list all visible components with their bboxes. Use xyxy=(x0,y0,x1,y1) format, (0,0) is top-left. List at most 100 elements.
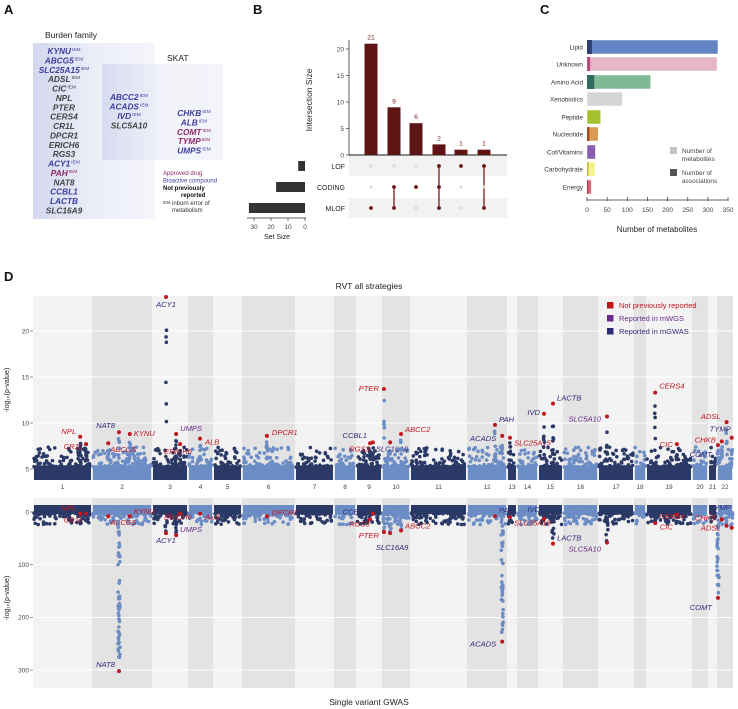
hit-label-umps: UMPS xyxy=(180,525,202,534)
gene-name: ERICH6 xyxy=(49,140,80,150)
snp-point xyxy=(688,521,693,526)
snp-point xyxy=(137,521,141,526)
snp-point xyxy=(198,448,202,453)
snp-point xyxy=(499,548,504,553)
snp-point xyxy=(132,456,137,461)
hit-label-npl: NPL xyxy=(61,427,76,436)
chromosome-label: 9 xyxy=(367,484,371,491)
snp-point xyxy=(50,458,55,463)
snp-point xyxy=(64,465,68,469)
snp-point xyxy=(235,521,239,525)
snp-point xyxy=(333,446,338,451)
snp-point xyxy=(235,450,239,455)
chromosome-band xyxy=(692,498,708,688)
gene-slc25a15: SLC25A15IEM xyxy=(39,65,90,75)
snp-point xyxy=(34,454,39,459)
category-label: Unknown xyxy=(556,61,583,68)
snp-point xyxy=(268,455,273,460)
snp-point xyxy=(399,459,403,464)
snp-point xyxy=(337,522,342,526)
snp-point xyxy=(419,521,424,526)
legend-label: Reported in mWGS xyxy=(619,314,684,323)
hit-point-slc25a15 xyxy=(508,435,512,440)
snp-point xyxy=(500,588,505,593)
snp-point xyxy=(169,516,174,520)
snp-point xyxy=(503,511,507,516)
intersection-value-label: 1 xyxy=(459,141,463,148)
matrix-dot-active xyxy=(369,206,373,210)
chromosome-label: 3 xyxy=(168,484,172,491)
snp-point xyxy=(501,540,505,545)
hit-label-umps: UMPS xyxy=(180,424,202,433)
hit-label-pah: PAH xyxy=(499,506,515,515)
snp-point xyxy=(41,452,46,456)
snp-point xyxy=(262,451,267,455)
set-size-tick-label: 20 xyxy=(267,224,275,231)
legend-label: Not previously reported xyxy=(619,301,697,310)
snp-point xyxy=(281,461,285,465)
snp-point xyxy=(518,516,522,521)
chromosome-band xyxy=(334,296,356,480)
x-tick-label: 0 xyxy=(585,207,589,214)
snp-point xyxy=(725,452,729,457)
snp-point xyxy=(329,511,333,515)
snp-point xyxy=(715,564,719,568)
snp-mass xyxy=(508,465,516,480)
snp-point xyxy=(248,513,252,518)
set-label-coding: CODING xyxy=(317,185,345,192)
snp-point xyxy=(96,511,100,515)
iem-marker: IEM xyxy=(202,147,211,153)
snp-point xyxy=(116,611,121,615)
snp-point xyxy=(329,518,333,523)
snp-point xyxy=(720,465,724,469)
y-tick-label: 5 xyxy=(25,466,29,473)
snp-point xyxy=(134,460,139,464)
y-tick-label: 20 xyxy=(337,46,345,53)
set-size-tick-label: 10 xyxy=(284,224,292,231)
snp-point xyxy=(571,513,576,518)
snp-point xyxy=(567,465,572,469)
snp-point xyxy=(34,511,39,515)
snp-point xyxy=(85,516,90,520)
snp-point xyxy=(297,511,301,515)
snp-point xyxy=(642,514,647,519)
hit-point-adsl xyxy=(724,420,729,425)
snp-point xyxy=(382,465,386,469)
snp-point xyxy=(538,511,542,515)
snp-point xyxy=(52,521,57,526)
gene-name: CIC xyxy=(52,84,67,94)
chromosome-label: 22 xyxy=(721,484,729,491)
snp-point xyxy=(626,456,631,460)
snp-point xyxy=(257,450,262,455)
snp-point xyxy=(187,455,191,459)
hit-label-chkb: CHKB xyxy=(695,435,716,444)
snp-point xyxy=(418,512,422,517)
snp-point xyxy=(118,463,123,468)
snp-point xyxy=(623,448,628,452)
snp-point xyxy=(140,511,144,516)
snp-point xyxy=(164,328,169,333)
snp-point xyxy=(716,537,720,541)
snp-point xyxy=(456,449,461,454)
snp-point xyxy=(440,457,444,461)
snp-point xyxy=(615,454,619,459)
snp-point xyxy=(709,520,713,524)
snp-point xyxy=(526,450,531,455)
snp-point xyxy=(376,520,381,525)
iem-marker: IEM xyxy=(202,128,211,134)
snp-point xyxy=(163,448,167,453)
hit-label-nat8: NAT8 xyxy=(96,660,116,669)
snp-point xyxy=(392,511,396,516)
snp-point xyxy=(417,516,422,520)
snp-point xyxy=(242,521,246,525)
iem-marker: IEM xyxy=(202,109,211,115)
snp-point xyxy=(122,459,126,464)
snp-point xyxy=(173,458,178,463)
snp-point xyxy=(381,520,386,524)
snp-point xyxy=(642,453,647,458)
hit-label-slc16a9: SLC16A9 xyxy=(376,444,409,453)
snp-point xyxy=(709,459,713,464)
snp-point xyxy=(224,451,229,456)
chromosome-label: 12 xyxy=(483,484,491,491)
snp-mass xyxy=(709,465,716,480)
